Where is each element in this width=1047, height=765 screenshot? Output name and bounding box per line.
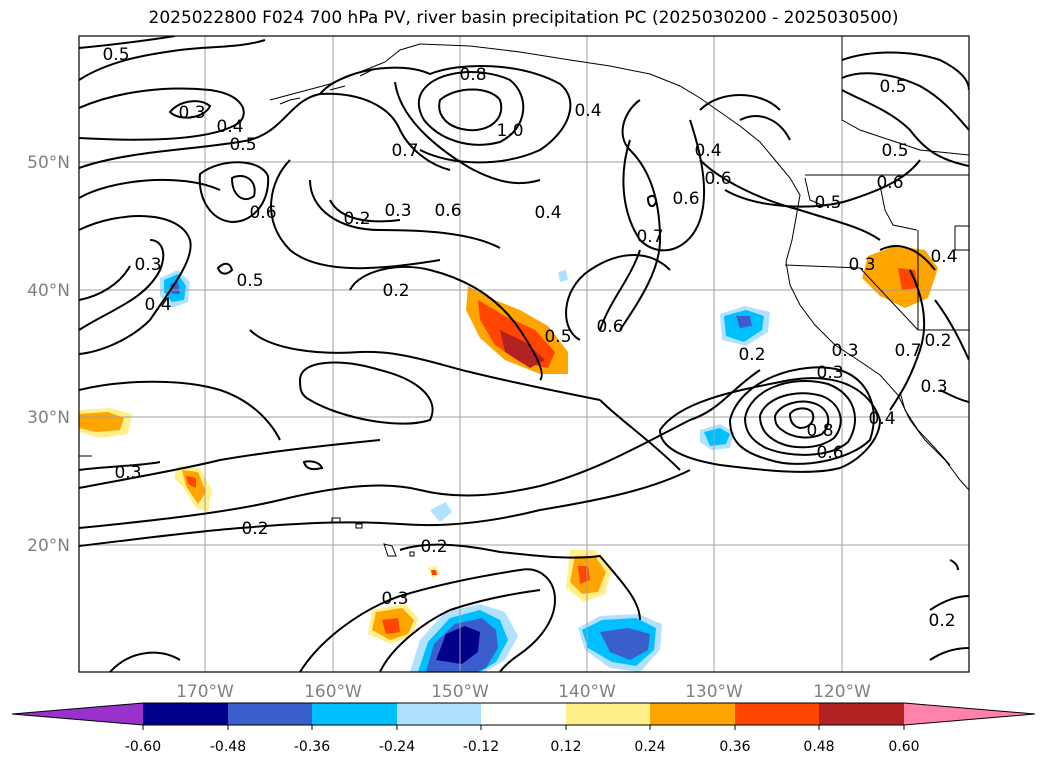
contour-label: 0.6 <box>249 203 276 223</box>
contour-label: 0.6 <box>816 443 843 463</box>
contour-label: 0.7 <box>894 341 921 361</box>
lat-labels: 50°N 40°N 30°N 20°N <box>27 153 70 556</box>
contour-label: 0.5 <box>102 45 129 65</box>
colorbar-tick-label: 0.12 <box>550 739 581 755</box>
colorbar-segment <box>735 703 819 725</box>
lat-label: 30°N <box>27 408 70 428</box>
contour-label: 0.3 <box>848 255 875 275</box>
contour-label: 0.4 <box>574 101 601 121</box>
colorbar-segment <box>650 703 735 725</box>
colorbar-tick-marks <box>142 725 905 730</box>
contour-label: 0.7 <box>636 227 663 247</box>
colorbar-segment <box>143 703 228 725</box>
colorbar-tick-label: -0.60 <box>125 739 161 755</box>
colorbar-tick-label: -0.36 <box>294 739 330 755</box>
contour-label: 0.3 <box>831 341 858 361</box>
lon-label: 130°W <box>685 682 743 702</box>
contour-label: 0.5 <box>544 327 571 347</box>
contour-label: 0.7 <box>391 141 418 161</box>
contour-label: 0.2 <box>738 345 765 365</box>
contour-label: 0.2 <box>924 331 951 351</box>
contour-label: 0.6 <box>596 317 623 337</box>
lon-label: 120°W <box>813 682 871 702</box>
colorbar-segment <box>566 703 650 725</box>
contour-label: 0.5 <box>814 193 841 213</box>
colorbar-extend-min <box>12 703 143 725</box>
contour-label: 0.2 <box>420 537 447 557</box>
colorbar-tick-label: -0.24 <box>379 739 415 755</box>
contour-label: 0.6 <box>704 169 731 189</box>
colorbar-tick-label: 0.36 <box>719 739 750 755</box>
colorbar-extend-max <box>904 703 1035 725</box>
lon-labels: 170°W 160°W 150°W 140°W 130°W 120°W <box>176 682 871 702</box>
colorbar-segment <box>481 703 566 725</box>
contour-label: 0.8 <box>806 421 833 441</box>
contour-label: 0.2 <box>928 611 955 631</box>
colorbar: -0.60 -0.48 -0.36 -0.24 -0.12 0.12 0.24 … <box>11 702 1036 755</box>
contour-label: 0.2 <box>343 209 370 229</box>
contour-label: 0.4 <box>216 117 243 137</box>
colorbar-segment <box>312 703 397 725</box>
contour-label: 0.4 <box>868 409 895 429</box>
gridlines <box>79 36 969 672</box>
contour-label: 0.3 <box>178 103 205 123</box>
colorbar-segment <box>819 703 904 725</box>
contour-label: 0.4 <box>694 141 721 161</box>
contour-label: 0.5 <box>229 135 256 155</box>
contour-label: 0.4 <box>930 247 957 267</box>
contour-label: 0.3 <box>920 377 947 397</box>
contour-label: 1.0 <box>496 121 523 141</box>
coastlines <box>79 36 969 557</box>
contour-label: 0.3 <box>381 589 408 609</box>
contour-label: 0.3 <box>384 201 411 221</box>
lat-label: 50°N <box>27 153 70 173</box>
colorbar-segment <box>397 703 481 725</box>
contour-label: 0.6 <box>434 201 461 221</box>
colorbar-tick-label: -0.12 <box>463 739 499 755</box>
lat-label: 20°N <box>27 536 70 556</box>
colorbar-tick-label: -0.48 <box>210 739 246 755</box>
lat-label: 40°N <box>27 281 70 301</box>
lon-label: 140°W <box>558 682 616 702</box>
contour-label: 0.3 <box>114 463 141 483</box>
contour-label: 0.4 <box>534 203 561 223</box>
colorbar-segment <box>228 703 312 725</box>
contour-label: 0.2 <box>382 281 409 301</box>
contour-label: 0.4 <box>144 295 171 315</box>
lon-label: 160°W <box>304 682 362 702</box>
contour-label: 0.5 <box>881 141 908 161</box>
contour-label: 0.6 <box>876 173 903 193</box>
contour-labels: 0.5 0.3 0.4 0.5 0.8 1.0 0.4 0.4 0.6 0.5 … <box>102 45 957 631</box>
contour-label: 0.5 <box>236 271 263 291</box>
lon-label: 150°W <box>431 682 489 702</box>
precipitation-shading <box>79 246 938 672</box>
contour-label: 0.2 <box>241 519 268 539</box>
contour-label: 0.5 <box>879 77 906 97</box>
contour-label: 0.8 <box>459 65 486 85</box>
map-title: 2025022800 F024 700 hPa PV, river basin … <box>148 8 899 28</box>
lon-label: 170°W <box>176 682 234 702</box>
colorbar-tick-label: 0.48 <box>803 739 834 755</box>
pv-contours <box>79 36 969 672</box>
colorbar-tick-label: 0.24 <box>634 739 665 755</box>
contour-label: 0.3 <box>134 255 161 275</box>
contour-label: 0.6 <box>672 189 699 209</box>
contour-label: 0.3 <box>816 363 843 383</box>
colorbar-tick-label: 0.60 <box>888 739 919 755</box>
plot-frame <box>78 35 970 673</box>
